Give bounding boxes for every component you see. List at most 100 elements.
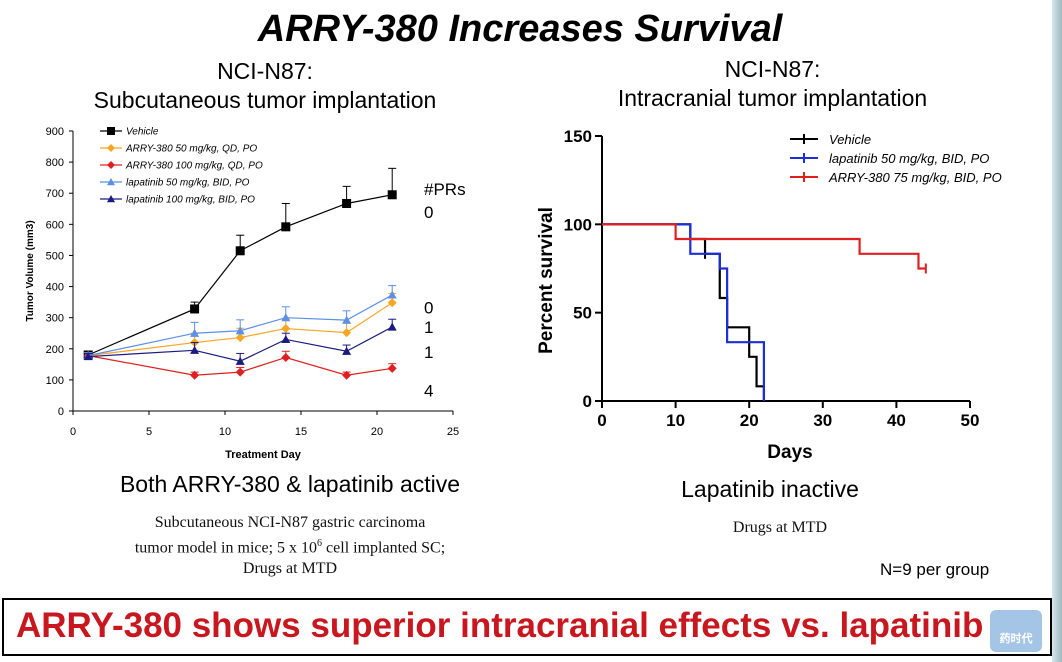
left-footnote-superscript: 6	[317, 538, 323, 549]
y-tick-label: 0	[58, 406, 64, 418]
y-tick-label: 100	[46, 375, 64, 387]
legend-label: lapatinib 100 mg/kg, BID, PO	[126, 195, 255, 206]
data-point	[387, 290, 397, 299]
y-tick-label: 50	[573, 304, 592, 323]
data-point	[342, 346, 352, 355]
y-tick-label: 600	[46, 219, 64, 231]
right-header-line-1: NCI-N87:	[724, 56, 821, 82]
data-point	[235, 333, 245, 343]
data-point	[190, 370, 200, 380]
data-point	[281, 222, 291, 232]
x-tick-label: 10	[219, 426, 231, 438]
series-line	[88, 326, 393, 362]
data-point	[83, 352, 93, 361]
data-point	[342, 370, 352, 380]
left-chart-header: NCI-N87: Subcutaneous tumor implantation	[60, 57, 470, 115]
y-tick-label: 200	[46, 344, 64, 356]
legend-marker	[107, 161, 115, 169]
prs-value: 1	[424, 343, 433, 362]
x-tick-label: 0	[70, 426, 76, 438]
legend-marker	[107, 127, 115, 135]
x-tick-label: 25	[447, 426, 459, 438]
conclusion-banner-text: ARRY-380 shows superior intracranial eff…	[16, 606, 984, 645]
data-point	[387, 190, 397, 200]
y-tick-label: 300	[46, 313, 64, 325]
y-axis-title: Tumor Volume (mm3)	[25, 220, 36, 321]
data-point	[387, 363, 397, 373]
data-point	[235, 246, 245, 256]
slide-edge	[1052, 0, 1062, 662]
right-header-line-2: Intracranial tumor implantation	[617, 85, 928, 111]
prs-value: 0	[424, 299, 433, 318]
series-line	[88, 302, 393, 357]
left-footnote-line-3: Drugs at MTD	[242, 560, 338, 578]
prs-value: 0	[424, 203, 433, 222]
survival-curve	[602, 223, 766, 401]
data-point	[235, 326, 245, 335]
data-point	[190, 328, 200, 337]
left-footnote-line-1: Subcutaneous NCI-N87 gastric carcinoma	[154, 514, 426, 531]
x-tick-label: 20	[371, 426, 383, 438]
survival-chart: 0 50 100 150 0 10 20 30 40 50 Days Percent survival…	[536, 127, 1002, 463]
x-axis-title: Days	[767, 442, 812, 463]
prs-value: 4	[424, 381, 433, 400]
x-tick-label: 50	[961, 411, 980, 430]
legend-marker	[107, 178, 115, 186]
legend-label: ARRY-380 75 mg/kg, BID, PO	[828, 170, 1002, 185]
data-point	[342, 198, 352, 208]
left-footnote-line-2: tumor model in mice; 5 x 106 cell implan…	[80, 533, 500, 558]
legend-label: lapatinib 50 mg/kg, BID, PO	[829, 151, 989, 166]
legend-marker	[107, 195, 115, 203]
data-point	[281, 352, 291, 362]
data-point	[387, 322, 397, 331]
legend-label: Vehicle	[126, 127, 159, 138]
data-point	[342, 328, 352, 338]
right-caption: Lapatinib inactive	[681, 476, 859, 502]
y-tick-label: 900	[46, 126, 64, 138]
prs-value: 1	[424, 318, 433, 337]
x-tick-label: 0	[597, 411, 606, 430]
y-axis-title: Percent survival	[536, 207, 557, 354]
data-point	[342, 315, 352, 324]
legend-label: ARRY-380 50 mg/kg, QD, PO	[125, 144, 257, 155]
x-axis-title: Treatment Day	[225, 449, 302, 461]
left-footnote: Subcutaneous NCI-N87 gastric carcinoma t…	[80, 512, 500, 579]
left-header-line-1: NCI-N87:	[217, 58, 313, 84]
x-tick-label: 10	[666, 411, 685, 430]
left-header-line-2: Subcutaneous tumor implantation	[93, 87, 437, 113]
series-line	[88, 355, 393, 376]
data-point	[190, 304, 200, 314]
data-point	[281, 324, 291, 334]
data-point	[281, 334, 291, 344]
x-tick-label: 5	[146, 426, 152, 438]
y-tick-label: 700	[46, 188, 64, 200]
data-point	[190, 345, 200, 354]
right-footnote: Drugs at MTD	[732, 519, 828, 536]
x-tick-label: 20	[740, 411, 759, 430]
data-point	[387, 298, 397, 308]
data-point	[281, 313, 291, 322]
x-tick-label: 15	[295, 426, 307, 438]
data-point	[235, 356, 245, 365]
y-tick-label: 100	[564, 215, 592, 234]
x-tick-label: 40	[887, 411, 906, 430]
y-tick-label: 500	[46, 250, 64, 262]
conclusion-banner	[2, 598, 1052, 656]
y-tick-label: 150	[564, 127, 592, 146]
watermark-text: 药时代	[999, 633, 1033, 645]
legend-label: ARRY-380 100 mg/kg, QD, PO	[125, 161, 263, 172]
series-line	[87, 194, 393, 356]
prs-header: #PRs	[424, 180, 466, 199]
data-point	[235, 367, 245, 377]
y-tick-label: 0	[583, 392, 592, 411]
left-caption: Both ARRY-380 & lapatinib active	[119, 471, 461, 497]
y-tick-label: 400	[46, 282, 64, 294]
watermark-logo	[990, 610, 1042, 652]
right-chart-header: NCI-N87: Intracranial tumor implantation	[600, 55, 945, 113]
page-title: ARRY-380 Increases Survival	[257, 8, 783, 50]
survival-curve	[602, 223, 926, 270]
left-footnote-2c: cell implanted SC;	[322, 539, 446, 557]
group-size-note: N=9 per group	[880, 560, 990, 579]
legend-label: Vehicle	[829, 132, 871, 147]
